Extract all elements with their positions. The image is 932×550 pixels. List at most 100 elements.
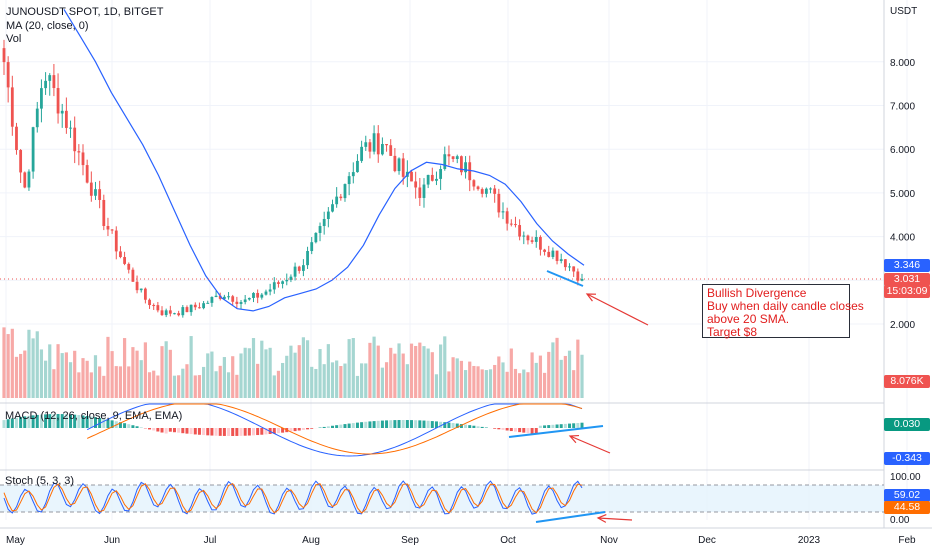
volume-bar xyxy=(364,363,368,398)
candle-body xyxy=(397,158,401,172)
volume-bar xyxy=(185,364,189,398)
volume-bar xyxy=(201,366,206,398)
volume-bar xyxy=(372,336,376,398)
volume-bar xyxy=(43,360,48,398)
volume-bar xyxy=(301,337,305,398)
macd-histogram-bar xyxy=(443,422,447,428)
macd-histogram-bar xyxy=(131,425,135,428)
volume-bar xyxy=(505,371,509,398)
candle-body xyxy=(559,259,563,261)
macd-value-tag: 0.030 xyxy=(884,418,930,431)
volume-bar xyxy=(567,350,572,398)
volume-bar xyxy=(206,353,210,398)
macd-histogram-bar xyxy=(331,425,335,428)
stoch-d-tag: 44.58 xyxy=(884,501,930,514)
macd-histogram-bar xyxy=(210,428,214,436)
volume-bar xyxy=(355,375,360,398)
macd-histogram-bar xyxy=(576,423,580,428)
volume-bar xyxy=(98,366,102,398)
volume-bar xyxy=(393,353,397,398)
volume-bar xyxy=(73,350,77,398)
candle-body xyxy=(555,250,559,261)
candle-body xyxy=(364,142,368,147)
volume-bar xyxy=(147,372,152,398)
macd-histogram-bar xyxy=(555,424,559,428)
volume-bar xyxy=(251,338,256,398)
time-tick-label: May xyxy=(6,535,25,546)
macd-histogram-bar xyxy=(189,428,193,435)
volume-bar xyxy=(389,347,393,398)
candle-body xyxy=(94,189,97,196)
axis-labels: USDT2.0003.0004.0005.0006.0007.0008.0001… xyxy=(6,6,921,546)
candle-body xyxy=(10,87,14,127)
macd-histogram-bar xyxy=(389,420,393,428)
candle-body xyxy=(322,218,326,227)
volume-bar xyxy=(118,366,123,398)
candle-body xyxy=(551,250,555,257)
candle-body xyxy=(73,127,77,152)
countdown-tag: 15:03:09 xyxy=(884,285,930,298)
macd-histogram-bar xyxy=(530,428,534,434)
macd-histogram-bar xyxy=(123,423,127,428)
macd-histogram-bar xyxy=(168,428,172,432)
candle-body xyxy=(543,249,546,252)
volume-bar xyxy=(472,365,476,398)
candle-body xyxy=(193,304,197,308)
volume-bar xyxy=(305,340,310,398)
candle-body xyxy=(372,133,376,152)
candle-body xyxy=(185,307,189,313)
candle-body xyxy=(81,152,85,166)
candle-body xyxy=(547,251,551,257)
macd-histogram-bar xyxy=(243,428,247,436)
macd-arrow-head xyxy=(568,434,580,444)
macd-histogram-bar xyxy=(368,421,372,428)
macd-histogram-bar xyxy=(6,419,10,428)
time-tick-label: Feb xyxy=(898,535,916,546)
candle-body xyxy=(356,160,359,173)
macd-histogram-bar xyxy=(372,421,376,428)
candle-body xyxy=(430,174,434,181)
macd-histogram-bar xyxy=(102,418,106,428)
macd-histogram-bar xyxy=(218,428,222,436)
macd-histogram-bar xyxy=(239,428,243,436)
candle-body xyxy=(568,266,571,268)
candle-body xyxy=(443,154,447,169)
annotation-line-4: Target $8 xyxy=(707,325,758,339)
macd-histogram-bar xyxy=(351,423,355,428)
volume-bar xyxy=(243,347,247,398)
macd-histogram-bar xyxy=(56,414,60,428)
candle-body xyxy=(539,237,542,250)
volume-bar xyxy=(106,336,110,398)
candle-body xyxy=(6,62,10,88)
candle-body xyxy=(106,225,110,230)
volume-bar xyxy=(339,366,343,398)
macd-histogram-bar xyxy=(264,428,268,435)
volume-bar xyxy=(335,360,339,398)
macd-histogram-bar xyxy=(197,428,201,435)
candle-body xyxy=(439,168,443,179)
volume-bar xyxy=(6,334,10,398)
macd-histogram-bar xyxy=(247,428,251,436)
candle-body xyxy=(114,230,118,252)
volume-bar xyxy=(493,364,497,398)
candle-body xyxy=(181,307,185,316)
candle-body xyxy=(247,297,251,300)
stoch-d-line xyxy=(3,482,583,514)
macd-histogram-bar xyxy=(110,420,114,428)
volume-bar xyxy=(189,336,193,398)
volume-bar xyxy=(488,369,493,398)
macd-histogram-bar xyxy=(459,424,463,428)
candle-body xyxy=(256,292,260,298)
candle-body xyxy=(297,266,301,271)
macd-histogram-bar xyxy=(2,420,6,428)
macd-histogram-bar xyxy=(455,423,459,428)
candle-body xyxy=(243,299,247,303)
volume-bar xyxy=(152,370,156,398)
volume-bar xyxy=(68,362,73,398)
macd-histogram-bar xyxy=(572,423,576,428)
macd-histogram-bar xyxy=(380,420,384,428)
macd-histogram-bar xyxy=(127,424,131,428)
volume-bar xyxy=(218,365,222,398)
bullish-divergence-note: Bullish Divergence Buy when daily candle… xyxy=(702,284,864,339)
